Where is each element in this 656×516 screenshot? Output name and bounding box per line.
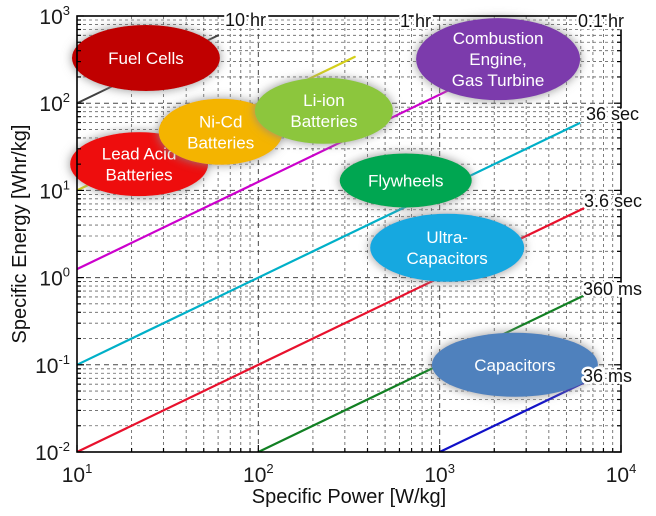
- time-label-text: 360 ms: [583, 279, 642, 299]
- region-ni-cd-batteries[interactable]: Ni-Cd Batteries: [158, 98, 283, 165]
- region-ellipse: [370, 213, 525, 282]
- region-label-line: Flywheels: [368, 171, 444, 190]
- region-label-line: Engine,: [469, 50, 527, 69]
- time-line-36-ms: [438, 378, 592, 452]
- time-label-text: 0.1 hr: [578, 11, 624, 31]
- time-label-halo: 3.6 sec: [584, 191, 642, 211]
- region-combustion-engine-gas-turbine[interactable]: Combustion Engine, Gas Turbine: [416, 18, 581, 101]
- region-label-line: Batteries: [187, 133, 254, 152]
- region-capacitors[interactable]: Capacitors: [431, 332, 598, 397]
- time-label-halo: 36 ms: [583, 366, 632, 386]
- axis-tick-marks: [76, 15, 622, 453]
- region-label-line: Batteries: [106, 166, 173, 185]
- region-ellipse: [158, 98, 283, 165]
- time-label-0-1-hr: 0.1 hr0.1 hr: [576, 9, 627, 34]
- region-label-line: Capacitors: [474, 356, 555, 375]
- time-label-halo: 10 hr: [225, 10, 266, 30]
- region-label-line: Ultra-: [426, 228, 468, 247]
- x-tick-label: 102: [243, 461, 274, 487]
- time-label-text: 10 hr: [225, 10, 266, 30]
- region-ellipse: [431, 332, 598, 397]
- x-axis-tick-labels: 101 102 103 104: [62, 461, 637, 487]
- time-label-text: 36 sec: [586, 104, 639, 124]
- region-ellipse: [416, 18, 581, 101]
- time-line-36-sec: [77, 122, 581, 366]
- region-label-line: Lead Acid: [102, 145, 177, 164]
- region-ellipse: [254, 77, 393, 144]
- region-ellipse: [71, 24, 220, 91]
- region-label-line: Batteries: [290, 112, 357, 131]
- region-label-line: Combustion: [453, 29, 544, 48]
- time-label-text: 3.6 sec: [584, 191, 642, 211]
- time-label-halo: 0.1 hr: [578, 11, 624, 31]
- region-label-line: Ni-Cd: [199, 112, 242, 131]
- plot-frame: [76, 15, 622, 453]
- region-label-line: Fuel Cells: [108, 49, 184, 68]
- time-label-text: 36 ms: [583, 366, 632, 386]
- technology-regions: Fuel Cells Lead Acid Batteries Ni-Cd Batteri…: [70, 18, 598, 397]
- time-label-halo: 1 hr: [400, 11, 431, 31]
- y-axis-title: Specific Energy [Whr/kg]: [9, 125, 31, 344]
- region-flywheels[interactable]: Flywheels: [339, 153, 472, 208]
- region-label-line: Li-ion: [303, 91, 345, 110]
- time-label-1-hr: 1 hr1 hr: [398, 9, 434, 34]
- x-axis-title: Specific Power [W/kg]: [252, 486, 447, 508]
- time-label-halo: 360 ms: [583, 279, 642, 299]
- region-fuel-cells[interactable]: Fuel Cells: [71, 24, 220, 91]
- region-li-ion-batteries[interactable]: Li-ion Batteries: [254, 77, 393, 144]
- region-ultra-capacitors[interactable]: Ultra- Capacitors: [370, 213, 525, 282]
- time-label-halo: 36 sec: [586, 104, 639, 124]
- time-line-360-ms: [257, 294, 585, 452]
- region-label-line: Capacitors: [407, 249, 488, 268]
- region-label-line: Gas Turbine: [452, 71, 545, 90]
- region-ellipse: [339, 153, 472, 208]
- time-label-text: 1 hr: [400, 11, 431, 31]
